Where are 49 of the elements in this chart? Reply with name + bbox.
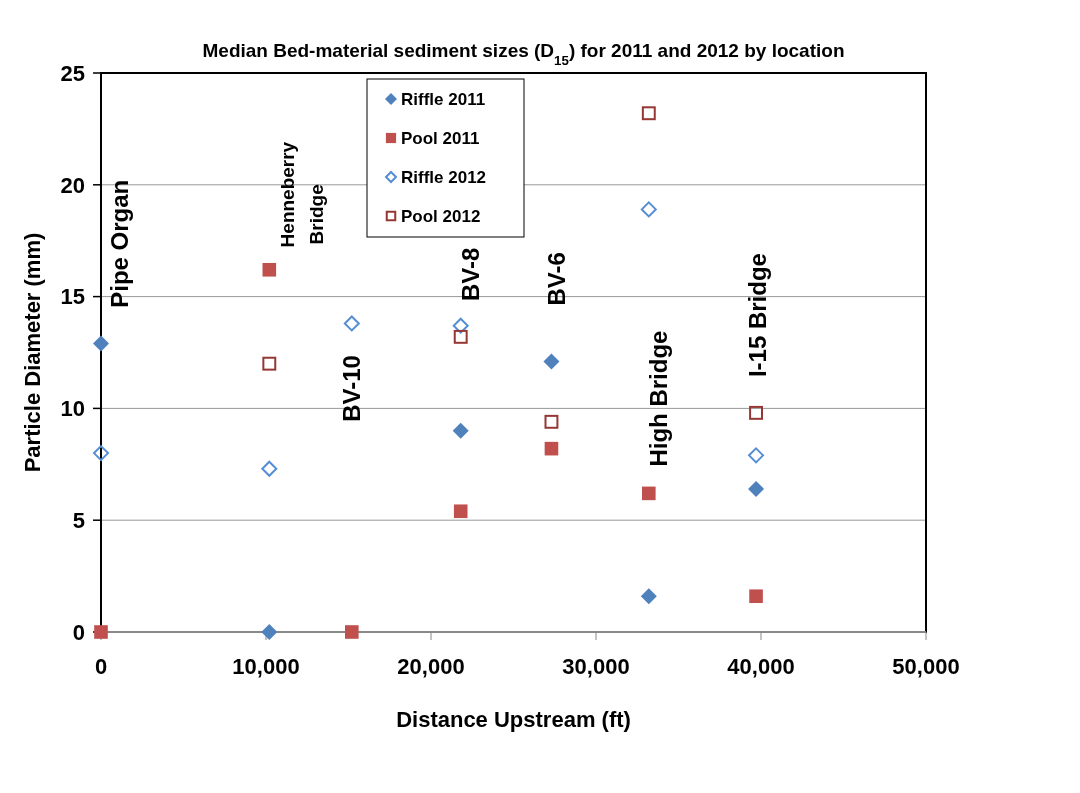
x-tick-label: 10,000	[232, 654, 300, 679]
x-tick-label: 20,000	[397, 654, 465, 679]
y-axis-title: Particle Diameter (mm)	[20, 232, 45, 473]
annotation: BV-8	[457, 247, 484, 302]
x-tick-label: 30,000	[562, 654, 630, 679]
point	[641, 106, 656, 121]
point	[261, 624, 278, 640]
point	[453, 504, 468, 519]
y-tick-label: 20	[60, 172, 85, 198]
legend-label: Pool 2012	[401, 206, 481, 226]
point	[452, 422, 469, 439]
y-tick-label: 10	[60, 396, 85, 422]
point	[749, 405, 763, 420]
point	[452, 317, 469, 334]
point	[640, 588, 657, 605]
point	[262, 356, 277, 371]
legend-label: Riffle 2011	[401, 89, 486, 109]
x-tick-label: 40,000	[727, 654, 795, 679]
annotation: BV-6	[542, 252, 570, 306]
point	[262, 262, 277, 277]
point	[453, 329, 468, 344]
x-tick-label: 50,000	[892, 654, 960, 679]
y-tick-label: 15	[60, 284, 85, 310]
legend-label: Pool 2011	[401, 128, 480, 148]
annotation: Pipe Organ	[105, 179, 133, 308]
point	[261, 460, 278, 477]
legend-label: Riffle 2012	[401, 167, 487, 187]
x-axis-title: Distance Upstream (ft)	[396, 707, 631, 732]
point	[544, 414, 559, 429]
point	[345, 625, 359, 639]
annotation: I-15 Bridge	[744, 253, 772, 378]
annotation: High Bridge	[645, 330, 673, 467]
y-tick-label: 5	[72, 507, 85, 533]
point	[748, 480, 765, 497]
point	[640, 201, 657, 218]
point	[748, 447, 765, 464]
point	[93, 335, 109, 352]
point	[543, 353, 560, 370]
annotation: Henneberry Bridge	[277, 141, 327, 248]
chart-title: Median Bed-material sediment sizes (D$_{15}$) for 2011 and 2012 by location	[202, 40, 845, 68]
point	[642, 486, 656, 501]
y-tick-label: 0	[72, 619, 85, 645]
x-tick-label: 0	[94, 654, 108, 679]
point	[544, 441, 559, 456]
point	[93, 445, 109, 462]
point	[749, 589, 763, 604]
y-tick-label: 25	[60, 60, 85, 86]
annotation: BV-10	[338, 355, 366, 422]
point	[343, 315, 360, 332]
